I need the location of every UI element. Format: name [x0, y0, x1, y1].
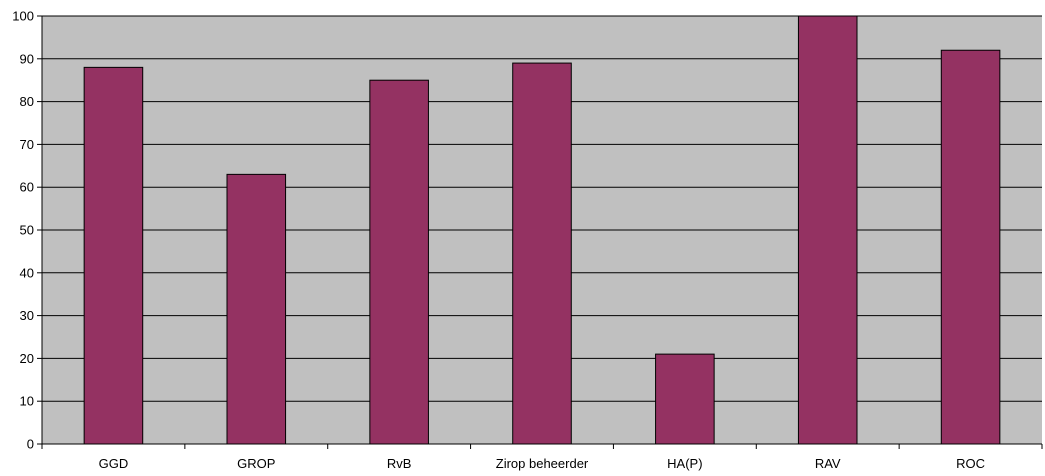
bar-ha-p: [655, 353, 715, 445]
y-tick-label: 30: [20, 308, 34, 323]
x-tick-labels: GGD GROP RvB Zirop beheerder HA(P) RAV ROC: [41, 444, 1043, 471]
bar-rav: [797, 15, 858, 445]
x-category-label: GROP: [237, 456, 275, 471]
y-tick-labels: 0 10 20 30 40 50 60 70 80 90 100: [12, 9, 42, 452]
y-tick-label: 40: [20, 265, 34, 280]
x-category-label: GGD: [99, 456, 129, 471]
x-category-label: RvB: [387, 456, 412, 471]
x-category-label: ROC: [956, 456, 985, 471]
y-tick-label: 80: [20, 94, 34, 109]
x-category-label: HA(P): [667, 456, 702, 471]
y-tick-label: 50: [20, 223, 34, 238]
bar-zirop-beheerder: [512, 62, 572, 445]
bar-roc: [940, 49, 1001, 445]
y-tick-label: 90: [20, 51, 34, 66]
bar-rvb: [369, 79, 429, 445]
x-category-label: Zirop beheerder: [496, 456, 589, 471]
y-tick-label: 10: [20, 394, 34, 409]
bar-ggd: [83, 66, 144, 445]
bars-group: [83, 15, 1001, 445]
bar-grop: [226, 173, 287, 445]
x-category-label: RAV: [815, 456, 841, 471]
y-tick-label: 0: [27, 437, 34, 452]
y-tick-label: 100: [12, 9, 34, 24]
y-tick-label: 20: [20, 351, 34, 366]
y-tick-label: 60: [20, 180, 34, 195]
y-tick-label: 70: [20, 137, 34, 152]
